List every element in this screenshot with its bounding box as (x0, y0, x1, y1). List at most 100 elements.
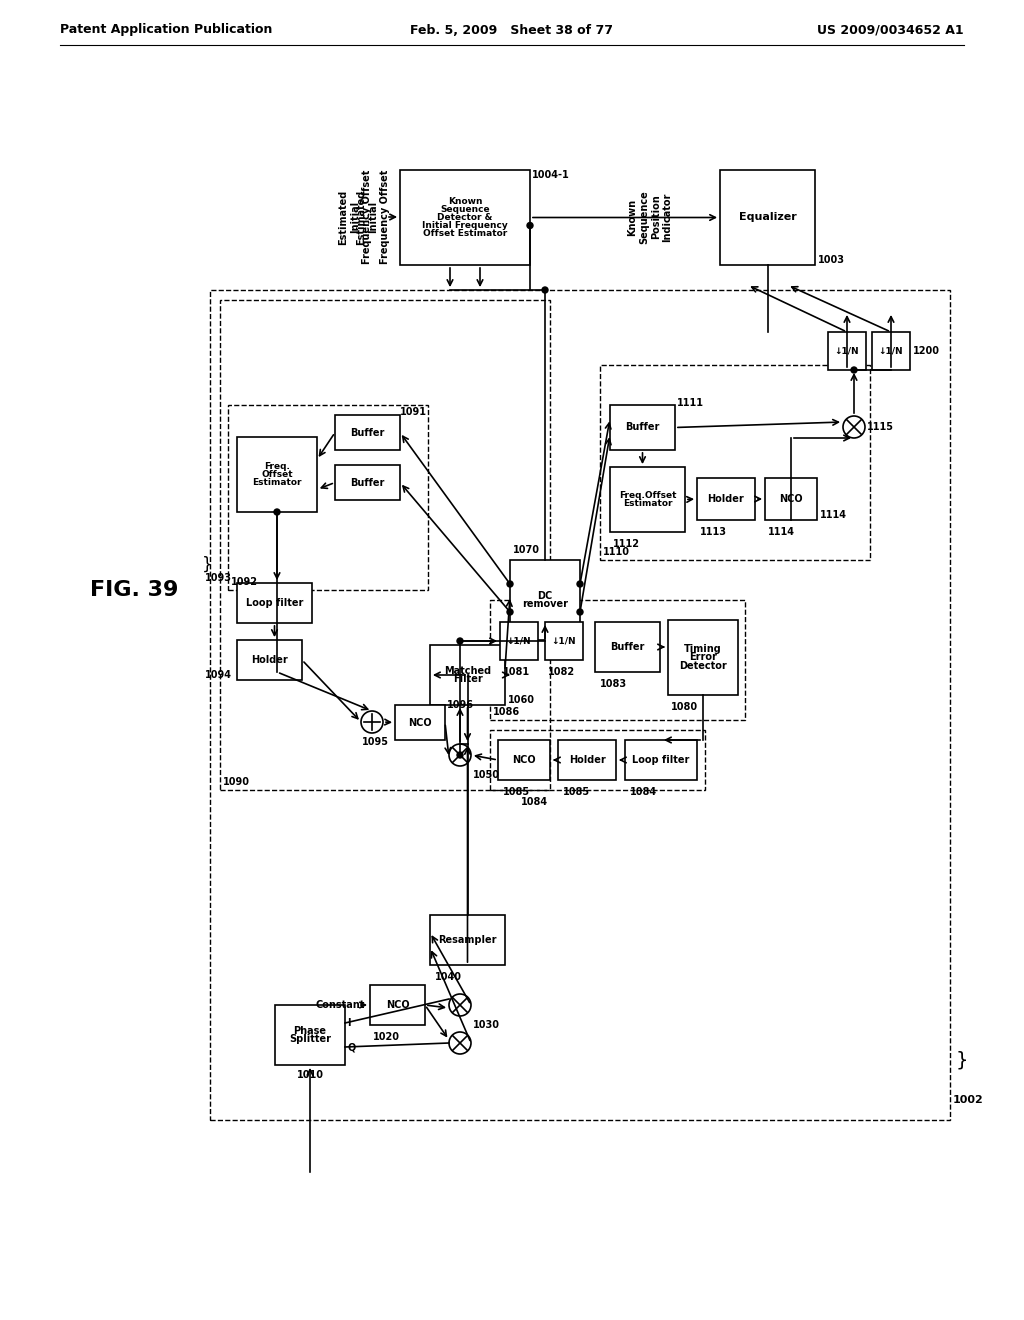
Text: 1084: 1084 (521, 797, 549, 807)
FancyBboxPatch shape (335, 414, 400, 450)
FancyBboxPatch shape (335, 465, 400, 500)
Text: 1112: 1112 (613, 539, 640, 549)
Text: 1115: 1115 (867, 422, 894, 432)
FancyBboxPatch shape (610, 467, 685, 532)
Text: ↓1/N: ↓1/N (879, 346, 903, 355)
Text: 1086: 1086 (493, 708, 520, 717)
Text: Buffer: Buffer (350, 478, 385, 487)
Text: Timing: Timing (684, 644, 722, 653)
Text: NCO: NCO (386, 1001, 410, 1010)
Text: Matched: Matched (444, 665, 492, 676)
Text: 1114: 1114 (768, 527, 795, 537)
Circle shape (274, 510, 280, 515)
Circle shape (851, 367, 857, 374)
Circle shape (361, 711, 383, 733)
Circle shape (542, 286, 548, 293)
Text: FIG. 39: FIG. 39 (90, 579, 178, 601)
Text: 1091: 1091 (400, 407, 427, 417)
Circle shape (449, 994, 471, 1016)
Text: 1070: 1070 (513, 545, 540, 554)
FancyBboxPatch shape (237, 640, 302, 680)
Circle shape (457, 638, 463, 644)
Text: 1081: 1081 (503, 667, 530, 677)
Text: Feb. 5, 2009   Sheet 38 of 77: Feb. 5, 2009 Sheet 38 of 77 (411, 24, 613, 37)
FancyBboxPatch shape (558, 741, 616, 780)
Text: Patent Application Publication: Patent Application Publication (60, 24, 272, 37)
FancyBboxPatch shape (625, 741, 697, 780)
Circle shape (507, 581, 513, 587)
Text: 1040: 1040 (435, 972, 462, 982)
FancyBboxPatch shape (697, 478, 755, 520)
Text: Estimated
Initial
Frequency Offset: Estimated Initial Frequency Offset (356, 170, 389, 264)
Circle shape (577, 581, 583, 587)
FancyBboxPatch shape (595, 622, 660, 672)
Text: }: } (956, 1051, 969, 1069)
FancyBboxPatch shape (828, 333, 866, 370)
Text: Known: Known (447, 197, 482, 206)
Text: NCO: NCO (512, 755, 536, 766)
Text: 1082: 1082 (548, 667, 575, 677)
Text: 1002: 1002 (953, 1096, 984, 1105)
Text: 1080: 1080 (671, 702, 698, 711)
FancyBboxPatch shape (720, 170, 815, 265)
FancyBboxPatch shape (400, 170, 530, 265)
FancyBboxPatch shape (610, 405, 675, 450)
Circle shape (843, 416, 865, 438)
FancyBboxPatch shape (765, 478, 817, 520)
FancyBboxPatch shape (872, 333, 910, 370)
Text: 1085: 1085 (563, 787, 590, 797)
Text: Offset Estimator: Offset Estimator (423, 228, 507, 238)
Text: Holder: Holder (708, 494, 744, 504)
Text: 1113: 1113 (700, 527, 727, 537)
Text: 1200: 1200 (913, 346, 940, 356)
Text: Estimator: Estimator (623, 499, 672, 508)
Text: ↓1/N: ↓1/N (835, 346, 859, 355)
Text: Sequence: Sequence (440, 205, 489, 214)
Text: Detector: Detector (679, 661, 727, 671)
Circle shape (457, 752, 463, 758)
Text: Detector &: Detector & (437, 213, 493, 222)
FancyBboxPatch shape (237, 583, 312, 623)
FancyBboxPatch shape (395, 705, 445, 741)
Text: 1096: 1096 (447, 700, 474, 710)
FancyBboxPatch shape (370, 985, 425, 1026)
Text: 1095: 1095 (362, 737, 389, 747)
Text: NCO: NCO (779, 494, 803, 504)
Text: 1110: 1110 (603, 546, 630, 557)
Text: Offset: Offset (261, 470, 293, 479)
Text: I: I (347, 1018, 350, 1028)
Text: 1092: 1092 (231, 577, 258, 587)
Text: Freq.: Freq. (264, 462, 290, 471)
Text: remover: remover (522, 599, 568, 610)
Text: Freq.Offset: Freq.Offset (618, 491, 676, 500)
Text: Holder: Holder (251, 655, 288, 665)
FancyBboxPatch shape (275, 1005, 345, 1065)
Text: Splitter: Splitter (289, 1035, 331, 1044)
Circle shape (527, 223, 534, 228)
Text: Equalizer: Equalizer (738, 213, 797, 223)
Text: 1010: 1010 (297, 1071, 324, 1080)
Text: 1020: 1020 (373, 1032, 400, 1041)
FancyBboxPatch shape (510, 560, 580, 640)
FancyBboxPatch shape (430, 915, 505, 965)
Text: Holder: Holder (568, 755, 605, 766)
FancyBboxPatch shape (668, 620, 738, 696)
FancyBboxPatch shape (430, 645, 505, 705)
Text: 1050: 1050 (473, 770, 500, 780)
Text: 1084: 1084 (630, 787, 657, 797)
Text: Loop filter: Loop filter (632, 755, 690, 766)
Text: Q: Q (347, 1041, 355, 1052)
Circle shape (577, 609, 583, 615)
Text: 1004-1: 1004-1 (532, 170, 569, 180)
Text: DC: DC (538, 591, 553, 601)
Text: 1083: 1083 (600, 678, 627, 689)
Text: 1093: 1093 (205, 573, 232, 583)
Text: Phase: Phase (294, 1026, 327, 1036)
Circle shape (507, 609, 513, 615)
Text: 1090: 1090 (223, 777, 250, 787)
Circle shape (449, 1032, 471, 1053)
Text: Filter: Filter (453, 675, 482, 684)
FancyBboxPatch shape (545, 622, 583, 660)
FancyBboxPatch shape (237, 437, 317, 512)
Text: Buffer: Buffer (610, 642, 645, 652)
